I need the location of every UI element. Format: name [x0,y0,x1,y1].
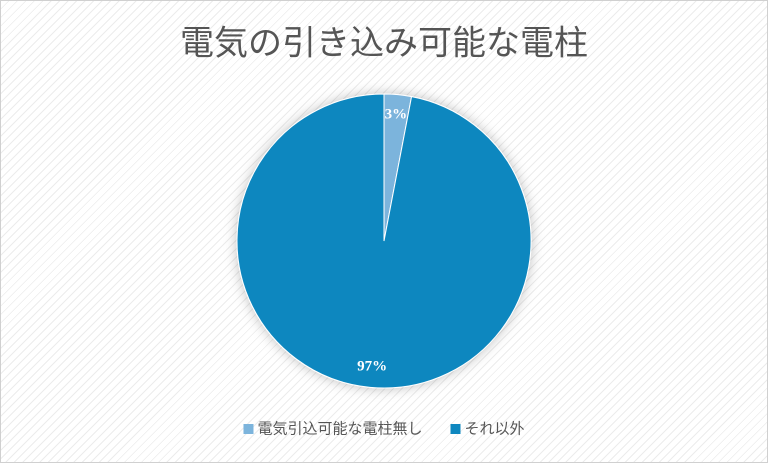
pie-slice [236,93,532,389]
legend: 電気引込可能な電柱無し それ以外 [243,420,525,438]
legend-label: それ以外 [465,420,525,438]
data-label: 97% [357,358,387,374]
legend-swatch [450,424,461,434]
legend-item: それ以外 [450,420,525,438]
pie [236,93,532,389]
legend-label: 電気引込可能な電柱無し [257,420,422,438]
data-labels: 3% 97% [357,107,407,375]
chart-title: 電気の引き込み可能な電柱 [180,24,588,64]
legend-swatch [243,424,254,434]
legend-item: 電気引込可能な電柱無し [243,420,423,438]
data-label: 3% [385,107,408,123]
